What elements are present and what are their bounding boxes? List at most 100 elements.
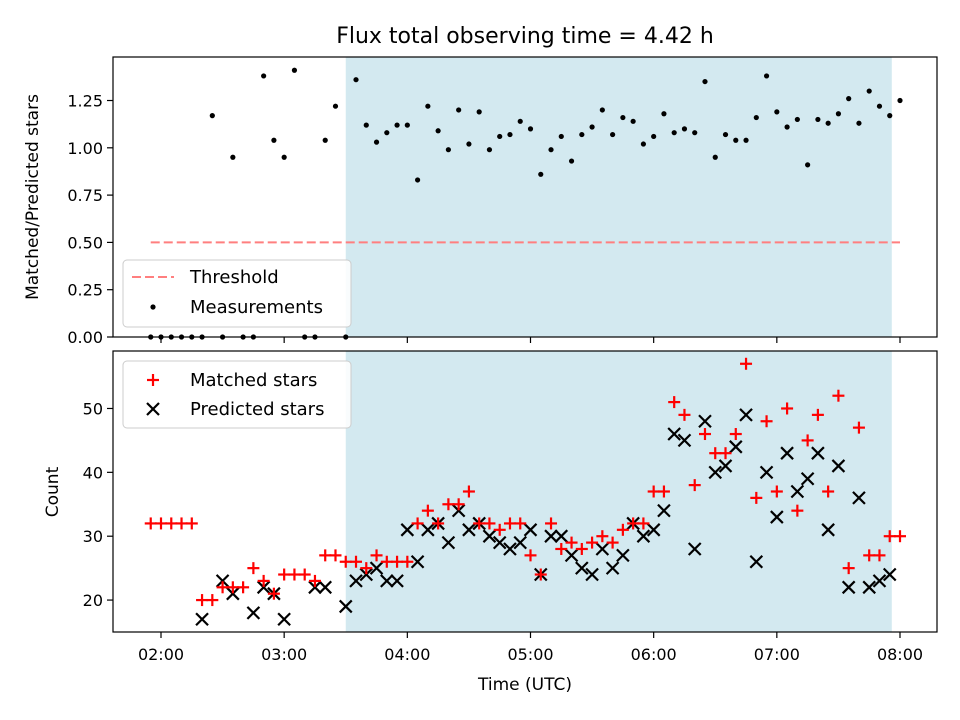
matched-stars-point bbox=[196, 594, 209, 607]
measurement-point bbox=[763, 73, 770, 79]
predicted-stars-point bbox=[882, 567, 897, 582]
measurement-point bbox=[261, 73, 267, 79]
predicted-stars-point bbox=[421, 523, 435, 537]
predicted-stars-point bbox=[852, 491, 866, 505]
matched-stars-point bbox=[278, 568, 291, 581]
measurement-point bbox=[332, 103, 339, 109]
matched-stars-point bbox=[524, 549, 537, 562]
measurement-point bbox=[805, 162, 811, 168]
measurement-point bbox=[610, 131, 616, 138]
measurement-point bbox=[825, 120, 831, 126]
measurement-point bbox=[548, 147, 554, 153]
measurement-point bbox=[538, 171, 544, 177]
matched-stars-point bbox=[842, 562, 855, 575]
top-y-ticks: 0.00 0.25 0.50 0.75 1.00 1.25 bbox=[67, 92, 113, 347]
measurements-points bbox=[148, 67, 903, 340]
matched-stars-point bbox=[144, 517, 157, 530]
bottom-legend: Matched stars Predicted stars bbox=[122, 360, 352, 429]
matched-stars-point bbox=[575, 542, 588, 555]
measurement-point bbox=[630, 118, 636, 124]
matched-stars-point bbox=[698, 428, 711, 441]
measurement-point bbox=[507, 131, 513, 138]
top-y-tick-label: 1.25 bbox=[67, 92, 103, 111]
x-tick-label: 08:00 bbox=[877, 645, 923, 664]
measurement-point bbox=[445, 147, 451, 153]
matched-stars-point bbox=[811, 408, 824, 421]
measurement-point bbox=[568, 158, 575, 164]
matched-stars-point bbox=[155, 517, 167, 530]
predicted-stars-point bbox=[246, 606, 261, 620]
predicted-stars-point bbox=[687, 542, 702, 556]
measurement-point bbox=[599, 107, 605, 113]
predicted-stars-point bbox=[503, 542, 517, 556]
measurement-point bbox=[486, 147, 493, 153]
matched-stars-point bbox=[493, 523, 506, 536]
predicted-stars-point bbox=[451, 503, 466, 518]
measurement-point bbox=[579, 131, 585, 138]
measurement-point bbox=[835, 111, 842, 117]
matched-stars-point bbox=[883, 530, 896, 543]
predicted-stars-point bbox=[728, 440, 743, 454]
bottom-shaded-region bbox=[345, 351, 892, 632]
top-y-tick-label: 1.00 bbox=[67, 139, 103, 158]
matched-stars-point bbox=[462, 485, 475, 498]
predicted-stars-point bbox=[400, 523, 415, 537]
predicted-stars-point bbox=[718, 459, 733, 473]
measurement-point bbox=[271, 137, 277, 143]
matched-stars-point bbox=[380, 555, 393, 568]
measurement-point bbox=[774, 109, 780, 115]
measurement-point bbox=[722, 131, 729, 138]
predicted-stars-point bbox=[780, 446, 794, 460]
matched-stars-point bbox=[226, 581, 239, 594]
predicted-stars-point bbox=[667, 427, 681, 441]
matched-stars-point bbox=[791, 504, 804, 517]
predicted-stars-point bbox=[441, 535, 456, 550]
measurement-point bbox=[476, 109, 482, 115]
matched-stars-point bbox=[165, 517, 178, 530]
measurement-point bbox=[558, 133, 564, 140]
matched-stars-point bbox=[473, 517, 486, 530]
measurement-point bbox=[384, 130, 390, 136]
matched-stars-point bbox=[852, 421, 865, 434]
matched-stars-point bbox=[740, 357, 753, 370]
x-tick-label: 06:00 bbox=[631, 645, 677, 664]
predicted-stars-point bbox=[821, 523, 835, 537]
top-y-axis-label: Matched/Predicted stars bbox=[23, 94, 43, 300]
matched-stars-point bbox=[391, 555, 404, 568]
matched-stars-point bbox=[503, 517, 516, 530]
predicted-stars-point bbox=[308, 580, 322, 595]
matched-stars-point bbox=[822, 485, 835, 498]
matched-stars-point bbox=[657, 485, 670, 498]
matched-stars-point bbox=[185, 517, 198, 530]
predicted-stars-point bbox=[759, 465, 774, 480]
matched-stars-point bbox=[668, 396, 681, 409]
legend-threshold-label: Threshold bbox=[189, 267, 279, 288]
predicted-stars-point bbox=[811, 446, 825, 460]
measurement-point bbox=[651, 133, 657, 140]
matched-stars-point bbox=[586, 536, 599, 549]
matched-stars-point bbox=[421, 504, 434, 517]
predicted-stars-point bbox=[544, 529, 558, 543]
predicted-stars-point bbox=[256, 580, 271, 595]
predicted-stars-point bbox=[226, 586, 240, 601]
predicted-stars-point bbox=[708, 465, 723, 480]
measurement-point bbox=[661, 111, 667, 117]
measurement-point bbox=[373, 139, 380, 145]
measurement-point bbox=[435, 128, 441, 134]
measurement-point bbox=[887, 113, 893, 119]
predicted-stars-point bbox=[646, 523, 661, 537]
bottom-y-axis-label: Count bbox=[43, 466, 63, 517]
measurement-point bbox=[466, 141, 472, 147]
measurement-point bbox=[866, 88, 872, 94]
measurement-point bbox=[394, 122, 400, 128]
predicted-stars-point bbox=[410, 554, 425, 569]
top-x-ticks bbox=[160, 337, 901, 343]
predicted-stars-point bbox=[564, 548, 579, 563]
measurement-point bbox=[291, 67, 298, 73]
matched-stars-point bbox=[863, 549, 876, 562]
predicted-stars-point bbox=[195, 612, 209, 627]
predicted-stars-point bbox=[482, 529, 497, 543]
matched-stars-point bbox=[216, 581, 229, 594]
matched-stars-point bbox=[688, 479, 701, 492]
predicted-stars-point bbox=[872, 574, 887, 588]
